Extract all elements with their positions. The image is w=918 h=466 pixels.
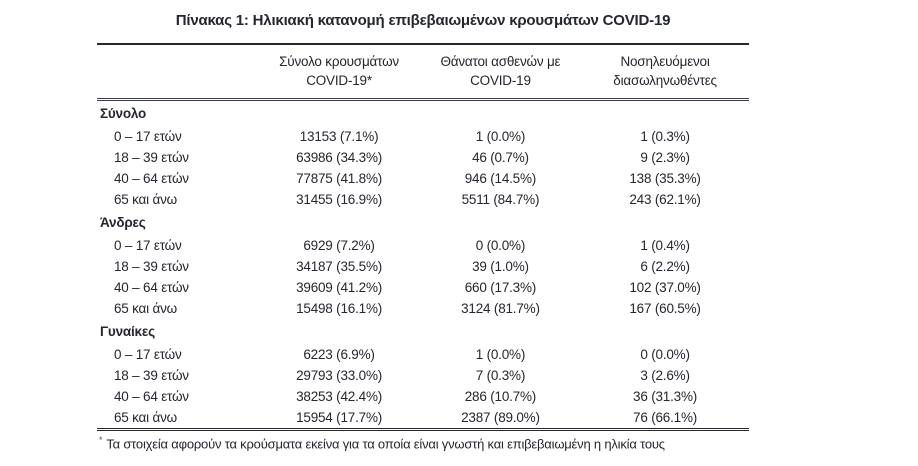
intubated-cell: 102 (37.0%) [629, 280, 701, 295]
footnote-text: Τα στοιχεία αφορούν τα κρούσματα εκείνα … [106, 436, 665, 452]
age-label-cell: 40 – 64 ετών [114, 280, 189, 295]
deaths-cell: 0 (0.0%) [475, 238, 526, 253]
cases-cell: 13153 (7.1%) [299, 129, 379, 144]
intubated-cell: 6 (2.2%) [640, 259, 690, 274]
section-label: Σύνολο [100, 106, 147, 121]
section-row: Άνδρες [97, 210, 749, 235]
footnote: * Τα στοιχεία αφορούν τα κρούσματα εκείνα… [97, 435, 749, 451]
data-row: 18 – 39 ετών 63986 (34.3%) 46 (0.7%) 9 (2.3… [97, 147, 749, 168]
covid-age-distribution-table: Σύνολο κρουσμάτων COVID-19* Θάνατοι ασθε… [97, 43, 749, 431]
deaths-cell: 2387 (89.0%) [461, 410, 540, 425]
table-title: Πίνακας 1: Ηλικιακή κατανομή επιβεβαιωμέ… [175, 12, 671, 29]
column-header-intubated-line1: Νοσηλευόμενοι [620, 54, 710, 69]
deaths-cell: 1 (0.0%) [475, 347, 526, 362]
corner-cell [97, 44, 259, 101]
deaths-cell: 46 (0.7%) [472, 150, 529, 165]
intubated-cell: 1 (0.3%) [640, 129, 690, 144]
cases-cell: 63986 (34.3%) [296, 150, 383, 165]
report-page: Πίνακας 1: Ηλικιακή κατανομή επιβεβαιωμέ… [97, 0, 749, 451]
section-row: Γυναίκες [97, 319, 749, 344]
age-label-cell: 18 – 39 ετών [114, 150, 189, 165]
age-label-cell: 65 και άνω [114, 410, 178, 425]
data-row: 0 – 17 ετών 13153 (7.1%) 1 (0.0%) 1 (0.3%) [97, 126, 749, 147]
age-label-cell: 0 – 17 ετών [114, 238, 182, 253]
cases-cell: 15954 (17.7%) [296, 410, 383, 425]
intubated-cell: 0 (0.0%) [640, 347, 690, 362]
column-header-deaths-line1: Θάνατοι ασθενών με [440, 54, 561, 69]
data-row: 65 και άνω 31455 (16.9%) 5511 (84.7%) 243 (… [97, 189, 749, 210]
cases-cell: 39609 (41.2%) [296, 280, 383, 295]
intubated-cell: 76 (66.1%) [633, 410, 698, 425]
age-label-cell: 18 – 39 ετών [114, 259, 189, 274]
column-header-cases-line2: COVID-19* [306, 73, 372, 88]
footnote-marker: * [99, 435, 103, 445]
data-row: 18 – 39 ετών 34187 (35.5%) 39 (1.0%) 6 (2.2… [97, 256, 749, 277]
data-row: 65 και άνω 15498 (16.1%) 3124 (81.7%) 167 (… [97, 298, 749, 319]
deaths-cell: 1 (0.0%) [475, 129, 526, 144]
header-row: Σύνολο κρουσμάτων COVID-19* Θάνατοι ασθε… [97, 44, 749, 101]
column-header-deaths-line2: COVID-19 [470, 73, 531, 88]
age-label-cell: 40 – 64 ετών [114, 389, 189, 404]
data-row: 65 και άνω 15954 (17.7%) 2387 (89.0%) 76 (6… [97, 407, 749, 430]
intubated-cell: 167 (60.5%) [629, 301, 701, 316]
cases-cell: 34187 (35.5%) [296, 259, 383, 274]
age-label-cell: 0 – 17 ετών [114, 129, 182, 144]
column-header-cases-line1: Σύνολο κρουσμάτων [279, 54, 399, 69]
age-label-cell: 65 και άνω [114, 192, 178, 207]
age-label-cell: 0 – 17 ετών [114, 347, 182, 362]
deaths-cell: 3124 (81.7%) [461, 301, 540, 316]
data-row: 40 – 64 ετών 38253 (42.4%) 286 (10.7%) 36 (… [97, 386, 749, 407]
cases-cell: 6223 (6.9%) [303, 347, 375, 362]
intubated-cell: 138 (35.3%) [629, 171, 701, 186]
cases-cell: 77875 (41.8%) [296, 171, 383, 186]
column-header-deaths: Θάνατοι ασθενών με COVID-19 [419, 44, 582, 101]
cases-cell: 29793 (33.0%) [296, 368, 383, 383]
age-label-cell: 18 – 39 ετών [114, 368, 189, 383]
data-row: 40 – 64 ετών 39609 (41.2%) 660 (17.3%) 102 … [97, 277, 749, 298]
table-body: Σύνολο 0 – 17 ετών 13153 (7.1%) 1 (0.0%) 1 (… [97, 100, 749, 430]
intubated-cell: 9 (2.3%) [640, 150, 690, 165]
data-row: 0 – 17 ετών 6929 (7.2%) 0 (0.0%) 1 (0.4%) [97, 235, 749, 256]
data-row: 18 – 39 ετών 29793 (33.0%) 7 (0.3%) 3 (2.6%… [97, 365, 749, 386]
deaths-cell: 7 (0.3%) [475, 368, 526, 383]
table-header: Σύνολο κρουσμάτων COVID-19* Θάνατοι ασθε… [97, 44, 749, 101]
deaths-cell: 660 (17.3%) [464, 280, 537, 295]
column-header-cases: Σύνολο κρουσμάτων COVID-19* [258, 44, 420, 101]
data-row: 40 – 64 ετών 77875 (41.8%) 946 (14.5%) 138 … [97, 168, 749, 189]
deaths-cell: 39 (1.0%) [472, 259, 529, 274]
intubated-cell: 3 (2.6%) [640, 368, 690, 383]
section-label: Γυναίκες [100, 324, 155, 339]
section-row: Σύνολο [97, 100, 749, 127]
age-label-cell: 40 – 64 ετών [114, 171, 189, 186]
intubated-cell: 36 (31.3%) [633, 389, 698, 404]
cases-cell: 31455 (16.9%) [296, 192, 383, 207]
cases-cell: 38253 (42.4%) [296, 389, 383, 404]
deaths-cell: 5511 (84.7%) [461, 192, 540, 207]
deaths-cell: 946 (14.5%) [464, 171, 537, 186]
column-header-intubated: Νοσηλευόμενοι διασωληνωθέντες [581, 44, 749, 101]
intubated-cell: 243 (62.1%) [629, 192, 701, 207]
age-label-cell: 65 και άνω [114, 301, 178, 316]
intubated-cell: 1 (0.4%) [640, 238, 690, 253]
deaths-cell: 286 (10.7%) [464, 389, 537, 404]
section-label: Άνδρες [100, 215, 146, 230]
data-row: 0 – 17 ετών 6223 (6.9%) 1 (0.0%) 0 (0.0%) [97, 344, 749, 365]
column-header-intubated-line2: διασωληνωθέντες [613, 73, 717, 88]
cases-cell: 6929 (7.2%) [303, 238, 375, 253]
cases-cell: 15498 (16.1%) [296, 301, 383, 316]
